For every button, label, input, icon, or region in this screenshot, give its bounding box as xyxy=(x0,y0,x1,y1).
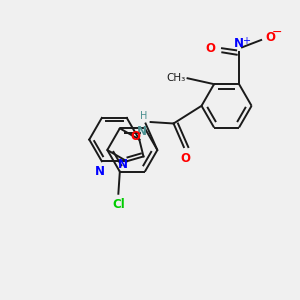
Text: N: N xyxy=(137,125,147,138)
Text: O: O xyxy=(205,42,215,55)
Text: N: N xyxy=(95,165,105,178)
Text: +: + xyxy=(242,37,250,46)
Text: Cl: Cl xyxy=(112,198,125,211)
Text: O: O xyxy=(180,152,190,165)
Text: −: − xyxy=(271,26,282,39)
Text: N: N xyxy=(234,37,244,50)
Text: O: O xyxy=(266,32,276,44)
Text: O: O xyxy=(131,130,141,142)
Text: H: H xyxy=(140,111,147,121)
Text: N: N xyxy=(118,158,128,171)
Text: CH₃: CH₃ xyxy=(167,73,186,83)
